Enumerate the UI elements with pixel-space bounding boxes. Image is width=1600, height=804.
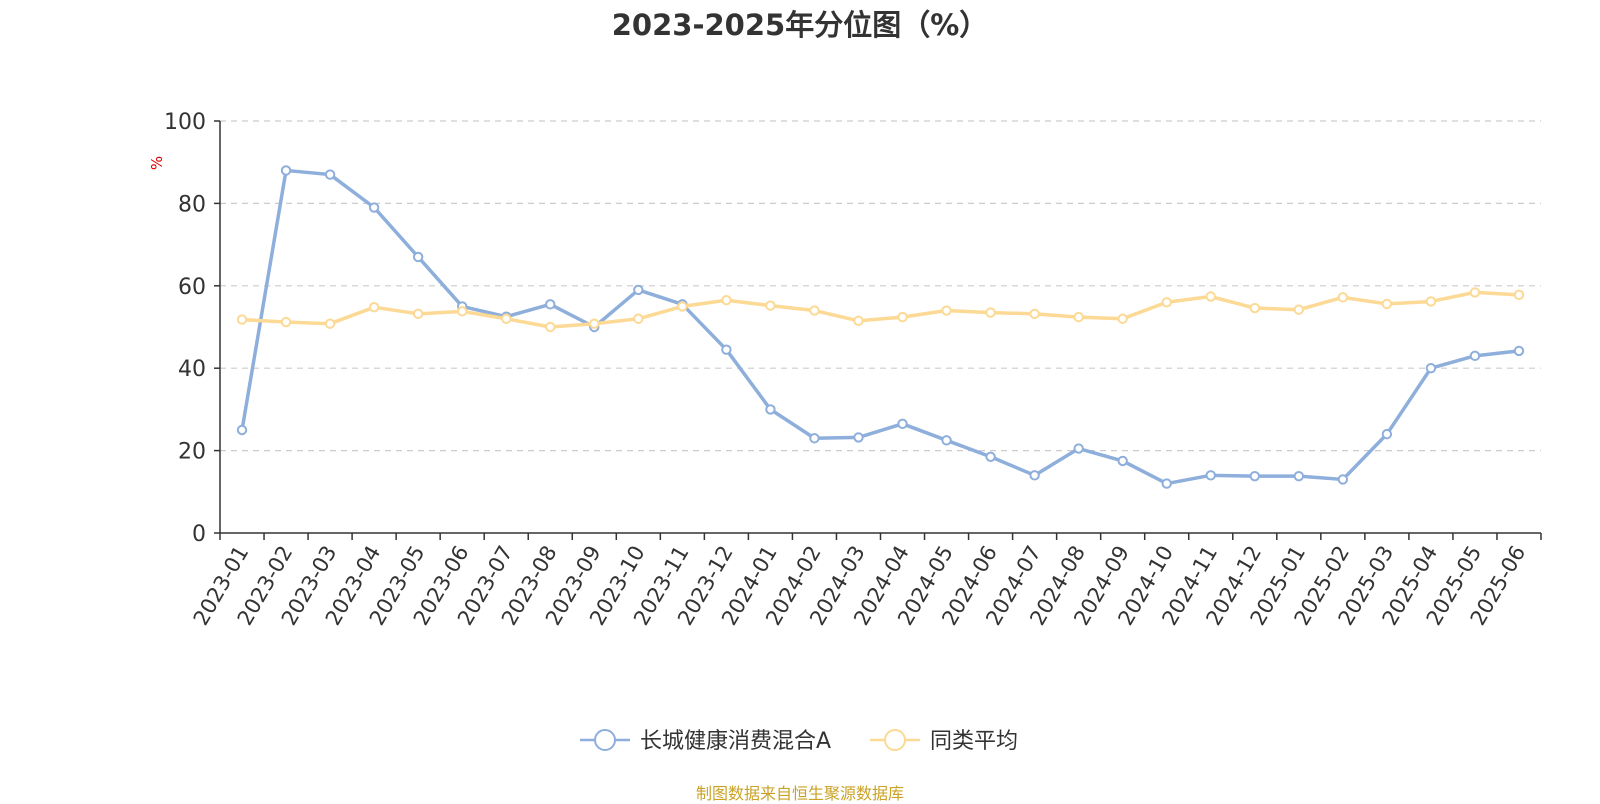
data-point bbox=[1029, 308, 1040, 320]
grid-layer bbox=[220, 120, 1541, 452]
data-point bbox=[1381, 428, 1393, 440]
data-point bbox=[633, 284, 644, 296]
data-point bbox=[1425, 363, 1437, 374]
legend[interactable]: 长城健康消费混合A 同类平均 bbox=[580, 729, 1018, 754]
data-point bbox=[721, 344, 732, 355]
data-point bbox=[324, 169, 336, 180]
data-point bbox=[1117, 313, 1128, 324]
series-layer bbox=[236, 165, 1525, 489]
y-axis-label: % bbox=[148, 156, 166, 170]
series-line-1 bbox=[240, 168, 1521, 486]
data-point bbox=[1337, 292, 1349, 303]
data-point bbox=[1029, 470, 1040, 481]
data-point bbox=[1513, 289, 1525, 301]
data-point bbox=[853, 315, 864, 327]
data-point bbox=[985, 307, 996, 318]
data-point bbox=[280, 316, 292, 328]
data-point bbox=[765, 300, 776, 311]
data-point bbox=[1293, 470, 1305, 482]
data-point bbox=[1381, 298, 1393, 310]
data-point bbox=[589, 318, 600, 329]
y-tick-label: 80 bbox=[178, 192, 206, 217]
data-point bbox=[985, 451, 996, 462]
data-point bbox=[280, 165, 292, 176]
data-point bbox=[1293, 304, 1305, 315]
data-point bbox=[324, 318, 336, 329]
y-tick-label: 60 bbox=[178, 275, 206, 300]
data-point bbox=[1337, 474, 1349, 485]
data-point bbox=[941, 305, 952, 316]
data-point bbox=[1249, 470, 1260, 482]
data-point bbox=[412, 251, 424, 263]
data-point bbox=[809, 433, 820, 444]
data-point bbox=[368, 202, 380, 213]
data-point bbox=[1205, 291, 1216, 302]
data-point bbox=[545, 321, 556, 333]
legend-label: 长城健康消费混合A bbox=[640, 729, 831, 754]
data-point bbox=[368, 302, 380, 313]
axes-layer: 020406080100%2023-012023-022023-032023-0… bbox=[148, 110, 1542, 629]
data-point bbox=[501, 313, 512, 324]
series-line-2 bbox=[240, 290, 1521, 329]
data-point bbox=[809, 305, 820, 316]
data-point bbox=[1513, 345, 1525, 357]
data-point bbox=[456, 306, 468, 317]
data-point bbox=[633, 313, 644, 324]
y-tick-label: 20 bbox=[178, 440, 206, 465]
data-point bbox=[1249, 302, 1260, 314]
data-point bbox=[1469, 350, 1481, 362]
y-tick-label: 0 bbox=[192, 522, 206, 547]
data-point bbox=[1425, 296, 1437, 307]
data-point bbox=[236, 314, 248, 325]
data-point bbox=[897, 311, 908, 323]
y-tick-label: 100 bbox=[164, 110, 206, 135]
legend-marker bbox=[594, 729, 616, 751]
data-point bbox=[677, 301, 688, 312]
data-point bbox=[236, 424, 248, 436]
data-point bbox=[1073, 443, 1084, 454]
data-point bbox=[721, 295, 732, 306]
chart-title: 2023-2025年分位图（%） bbox=[611, 8, 989, 42]
data-point bbox=[545, 299, 556, 310]
data-point bbox=[1469, 287, 1481, 298]
legend-label: 同类平均 bbox=[930, 729, 1018, 754]
data-point bbox=[1117, 455, 1128, 467]
data-point bbox=[941, 435, 952, 446]
source-note: 制图数据来自恒生聚源数据库 bbox=[695, 784, 904, 803]
data-point bbox=[1205, 470, 1216, 481]
data-point bbox=[765, 404, 776, 415]
data-point bbox=[1073, 311, 1084, 323]
data-point bbox=[853, 432, 864, 443]
y-tick-label: 40 bbox=[178, 357, 206, 382]
data-point bbox=[897, 418, 908, 430]
data-point bbox=[1161, 297, 1172, 308]
data-point bbox=[412, 308, 424, 320]
data-point bbox=[1161, 478, 1172, 489]
legend-marker bbox=[884, 729, 906, 751]
